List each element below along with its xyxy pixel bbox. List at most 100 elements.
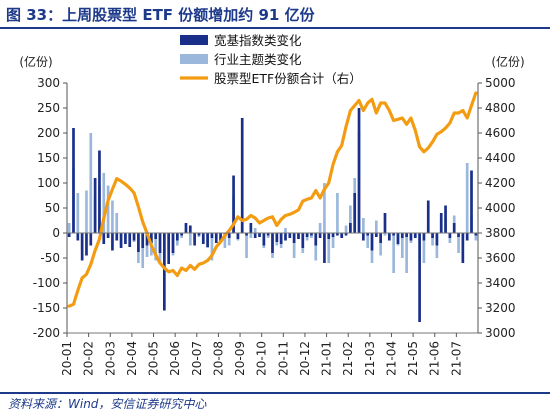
broad-bar xyxy=(227,233,231,238)
broad-bar xyxy=(210,233,214,238)
industry-bar xyxy=(400,233,404,258)
broad-bar xyxy=(413,233,417,238)
right-tick-label: 4000 xyxy=(485,201,516,215)
broad-bar xyxy=(128,233,132,247)
broad-bar xyxy=(431,233,434,238)
industry-bar xyxy=(188,233,192,246)
industry-bar xyxy=(362,218,365,233)
industry-bar xyxy=(141,233,145,268)
x-tick-label: 21-06 xyxy=(428,341,442,376)
industry-bar xyxy=(331,233,335,248)
broad-bar xyxy=(201,233,205,244)
broad-bar xyxy=(275,233,279,242)
broad-bar xyxy=(340,233,344,238)
broad-bar xyxy=(396,233,400,244)
broad-bar xyxy=(249,223,253,233)
right-tick-label: 3800 xyxy=(485,226,516,240)
industry-bar xyxy=(366,233,370,248)
legend-swatch-broad xyxy=(180,35,208,45)
left-tick-label: -150 xyxy=(33,301,60,315)
broad-bar xyxy=(374,233,378,237)
broad-bar xyxy=(163,233,166,311)
right-tick-label: 4400 xyxy=(485,151,516,165)
industry-bar xyxy=(102,173,106,233)
industry-bar xyxy=(349,205,352,233)
broad-bar xyxy=(206,233,209,247)
source-rule xyxy=(0,392,550,394)
industry-bar xyxy=(392,233,395,273)
x-tick-label: 20-11 xyxy=(276,341,290,376)
broad-bar xyxy=(400,233,404,238)
x-tick-label: 20-05 xyxy=(147,341,161,376)
industry-bar xyxy=(115,213,119,233)
right-unit-label: (亿份) xyxy=(491,54,524,69)
left-tick-label: 100 xyxy=(37,176,60,190)
broad-bar xyxy=(76,233,80,241)
industry-bar xyxy=(106,185,110,233)
broad-bar xyxy=(418,233,421,322)
broad-bar xyxy=(387,233,391,241)
industry-bar xyxy=(323,183,326,233)
broad-bar xyxy=(72,128,75,233)
broad-bar xyxy=(474,233,478,236)
industry-bar xyxy=(314,233,318,261)
broad-bar xyxy=(422,233,426,241)
right-tick-label: 4800 xyxy=(485,101,516,115)
industry-bar xyxy=(327,233,331,263)
broad-bar xyxy=(119,233,123,248)
broad-bar xyxy=(167,233,171,264)
left-tick-label: 0 xyxy=(52,226,60,240)
industry-bar xyxy=(249,233,253,238)
broad-bar xyxy=(383,213,387,233)
broad-bar xyxy=(292,233,296,243)
broad-bar xyxy=(318,233,322,238)
industry-bar xyxy=(111,200,114,233)
x-tick-label: 21-07 xyxy=(449,341,463,376)
left-tick-label: 250 xyxy=(37,101,60,115)
broad-bar xyxy=(93,178,97,233)
broad-bar xyxy=(232,175,235,233)
total-line xyxy=(67,91,478,308)
broad-bar xyxy=(188,225,192,233)
left-unit-label: (亿份) xyxy=(19,54,52,69)
broad-bar xyxy=(180,233,183,236)
industry-bar xyxy=(457,233,460,253)
broad-bar xyxy=(426,200,430,233)
industry-bar xyxy=(292,233,296,258)
broad-bar xyxy=(145,233,149,246)
broad-bar xyxy=(150,233,153,243)
broad-bar xyxy=(158,233,162,253)
industry-bar xyxy=(344,225,348,233)
broad-bar xyxy=(106,233,110,238)
x-tick-label: 20-12 xyxy=(298,341,312,376)
industry-bar xyxy=(253,228,257,233)
broad-bar xyxy=(439,213,443,233)
right-tick-label: 3000 xyxy=(485,326,516,340)
right-tick-label: 5000 xyxy=(485,76,516,90)
broad-bar xyxy=(124,233,127,244)
industry-bar xyxy=(227,233,231,246)
broad-bar xyxy=(357,108,361,233)
broad-bar xyxy=(80,233,84,261)
broad-bar xyxy=(444,205,447,233)
left-tick-label: 200 xyxy=(37,126,60,140)
broad-bar xyxy=(470,170,473,233)
broad-bar xyxy=(353,193,357,233)
broad-bar xyxy=(379,233,382,243)
broad-bar xyxy=(457,233,460,237)
broad-bar xyxy=(111,233,114,251)
broad-bar xyxy=(141,233,145,248)
total-line-series xyxy=(67,91,478,308)
industry-bar xyxy=(154,233,158,261)
x-tick-label: 20-03 xyxy=(103,341,117,376)
industry-bar xyxy=(422,233,426,263)
broad-bar xyxy=(366,233,370,236)
source-note: 资料来源：Wind，安信证券研究中心 xyxy=(8,397,207,411)
industry-bar xyxy=(405,233,408,273)
x-tick-label: 20-10 xyxy=(255,341,269,376)
industry-bar xyxy=(383,233,387,236)
industry-bar xyxy=(474,233,478,241)
x-tick-label: 20-07 xyxy=(190,341,204,376)
